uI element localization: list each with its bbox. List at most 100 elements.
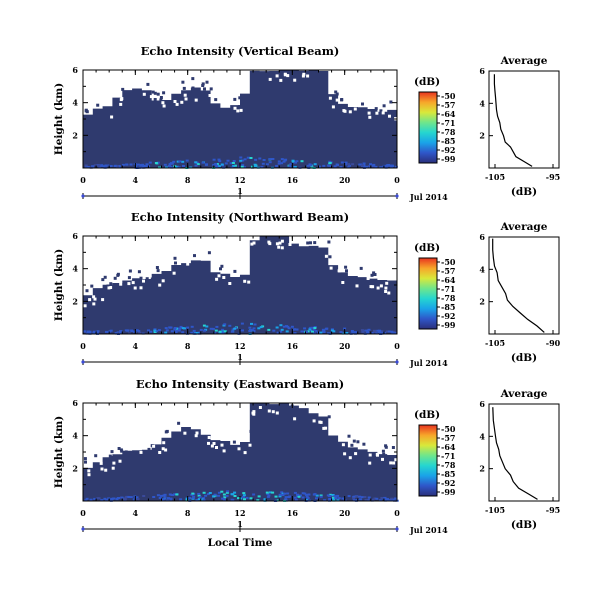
- echo-cell: [241, 159, 245, 162]
- echo-cell: [240, 322, 244, 325]
- echo-cell: [328, 162, 332, 164]
- speckle: [239, 276, 243, 280]
- echo-cell: [351, 163, 355, 166]
- echo-cell: [225, 491, 229, 494]
- echo-cell: [239, 497, 243, 500]
- speckle: [280, 246, 284, 250]
- speckle: [182, 86, 186, 90]
- speckle: [327, 415, 331, 419]
- echo-cell: [331, 498, 335, 501]
- average-title: Average: [500, 388, 548, 400]
- speckle: [375, 452, 379, 456]
- echo-cell: [366, 331, 370, 333]
- echo-cell: [339, 166, 343, 168]
- average-line: [492, 238, 545, 333]
- speckle: [90, 284, 94, 288]
- echo-cell: [96, 330, 100, 333]
- speckle: [193, 254, 196, 258]
- echo-cell: [124, 496, 128, 499]
- echo-cell: [347, 164, 351, 167]
- echo-cell: [374, 165, 378, 168]
- y-tick-label: 6: [72, 398, 78, 408]
- colorbar: [418, 91, 438, 164]
- speckle: [161, 279, 165, 283]
- speckle: [344, 265, 348, 269]
- speckle: [201, 84, 205, 87]
- echo-cell: [158, 497, 162, 499]
- echo-cell: [212, 495, 216, 498]
- speckle: [355, 284, 359, 288]
- echo-cell: [85, 497, 89, 500]
- echo-cell: [390, 497, 394, 500]
- panel-title: Echo Intensity (Eastward Beam): [136, 377, 344, 391]
- colorbar-tick-label: -92: [441, 145, 455, 155]
- echo-cell: [373, 331, 377, 334]
- echo-cell: [105, 330, 108, 333]
- echo-cell: [315, 497, 318, 500]
- echo-cell: [277, 162, 281, 165]
- echo-cell: [169, 499, 173, 502]
- echo-cell: [269, 491, 272, 494]
- echo-cell: [175, 493, 179, 496]
- echo-cell: [345, 332, 349, 334]
- echo-cell: [135, 329, 139, 332]
- echo-cell: [179, 498, 183, 501]
- echo-cell: [241, 164, 245, 167]
- speckle: [384, 445, 388, 449]
- echo-cell: [154, 162, 158, 164]
- speckle: [247, 280, 251, 284]
- echo-cell: [165, 329, 169, 332]
- echo-cell: [93, 497, 97, 500]
- echo-cell: [203, 329, 207, 332]
- echo-cell: [176, 327, 180, 330]
- date-axis-marker: [395, 194, 399, 198]
- echo-cell: [136, 163, 140, 166]
- echo-cell: [242, 494, 246, 497]
- speckle: [371, 285, 375, 289]
- average-x-label: (dB): [511, 186, 537, 198]
- echo-cell: [294, 498, 298, 501]
- speckle: [158, 283, 162, 287]
- echo-cell: [371, 164, 375, 167]
- speckle: [379, 109, 383, 113]
- speckle: [283, 72, 287, 76]
- speckle: [348, 456, 352, 460]
- speckle: [84, 460, 87, 464]
- echo-cell: [95, 331, 99, 334]
- echo-cell: [344, 161, 348, 164]
- speckle: [275, 74, 279, 78]
- x-tick-label: 4: [133, 508, 139, 518]
- echo-cell: [294, 161, 297, 164]
- colorbar-tick-label: -64: [441, 275, 456, 285]
- speckle: [215, 277, 219, 281]
- colorbar-label: (dB): [414, 76, 440, 88]
- echo-cell: [328, 493, 332, 496]
- speckle: [271, 410, 275, 414]
- echo-cell: [168, 326, 172, 329]
- echo-cell: [380, 497, 384, 499]
- echo-cell: [288, 165, 292, 168]
- colorbar-tick-label: -57: [441, 433, 455, 443]
- speckle: [243, 279, 247, 283]
- colorbar-tick-label: -50: [441, 424, 456, 434]
- echo-cell: [108, 330, 112, 333]
- echo-cell: [373, 329, 376, 332]
- echo-cell: [291, 159, 295, 162]
- echo-cell: [191, 496, 195, 499]
- speckle: [362, 442, 366, 446]
- colorbar-tick-label: -78: [441, 293, 456, 303]
- echo-cell: [333, 165, 337, 168]
- speckle: [131, 281, 135, 285]
- echo-cell: [266, 493, 270, 496]
- echo-cell: [358, 495, 362, 498]
- echo-cell: [334, 497, 338, 499]
- echo-cell: [157, 329, 161, 332]
- echo-cell: [88, 330, 92, 333]
- echo-cell: [372, 165, 375, 168]
- speckle: [195, 431, 199, 435]
- echo-cell: [253, 323, 257, 326]
- echo-cell: [340, 161, 344, 164]
- colorbar-label: (dB): [414, 242, 440, 254]
- speckle: [373, 273, 377, 276]
- echo-cell: [282, 160, 286, 163]
